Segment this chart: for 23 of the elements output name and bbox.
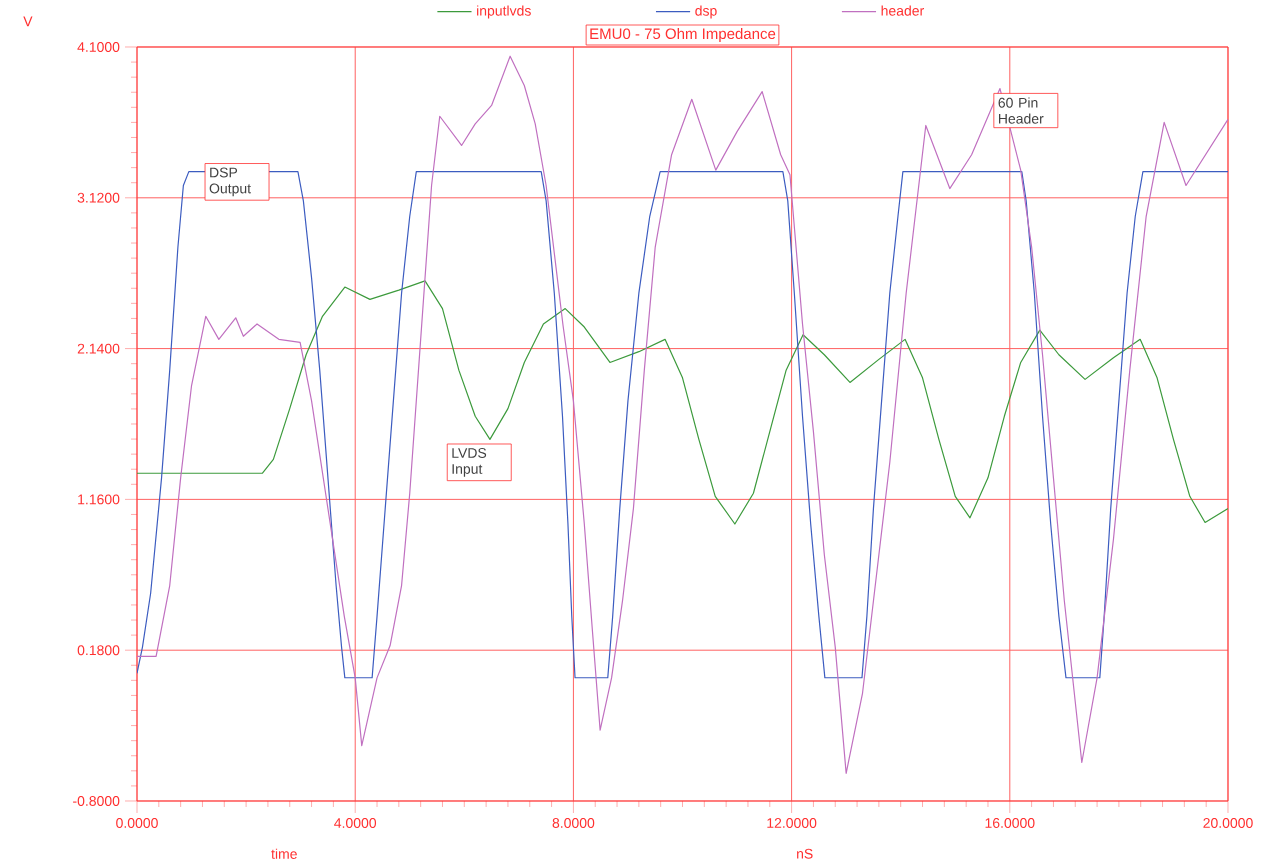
- y-tick-label: -0.8000: [73, 796, 120, 806]
- chart-title: EMU0 - 75 Ohm Impedance: [590, 28, 776, 42]
- line-series: [137, 280, 1228, 525]
- y-axis-title: V: [23, 16, 33, 27]
- annotation: 60 Pin Header: [998, 97, 1044, 124]
- legend-label: inputlvds: [477, 5, 531, 19]
- y-tick-label: 0.1800: [77, 645, 120, 656]
- text: nS: [797, 848, 813, 859]
- x-tick-label: 20.0000: [1203, 818, 1253, 828]
- y-tick-label: 2.1400: [77, 343, 120, 354]
- annotation: LVDS Input: [452, 448, 487, 477]
- annotation: DSP Output: [209, 167, 251, 197]
- legend-label: header: [881, 5, 924, 16]
- x-axis-title: time: [271, 848, 297, 859]
- legend-label: dsp: [695, 5, 717, 19]
- y-tick-label: 4.1000: [77, 42, 120, 52]
- x-tick-label: 16.0000: [985, 818, 1035, 828]
- x-tick-label: 0.0000: [116, 818, 158, 828]
- x-tick-label: 4.0000: [334, 818, 377, 828]
- x-tick-label: 8.0000: [552, 818, 595, 828]
- y-tick-label: 1.1600: [78, 494, 120, 505]
- y-tick-label: 3.1200: [77, 192, 120, 203]
- x-tick-label: 12.0000: [767, 818, 817, 828]
